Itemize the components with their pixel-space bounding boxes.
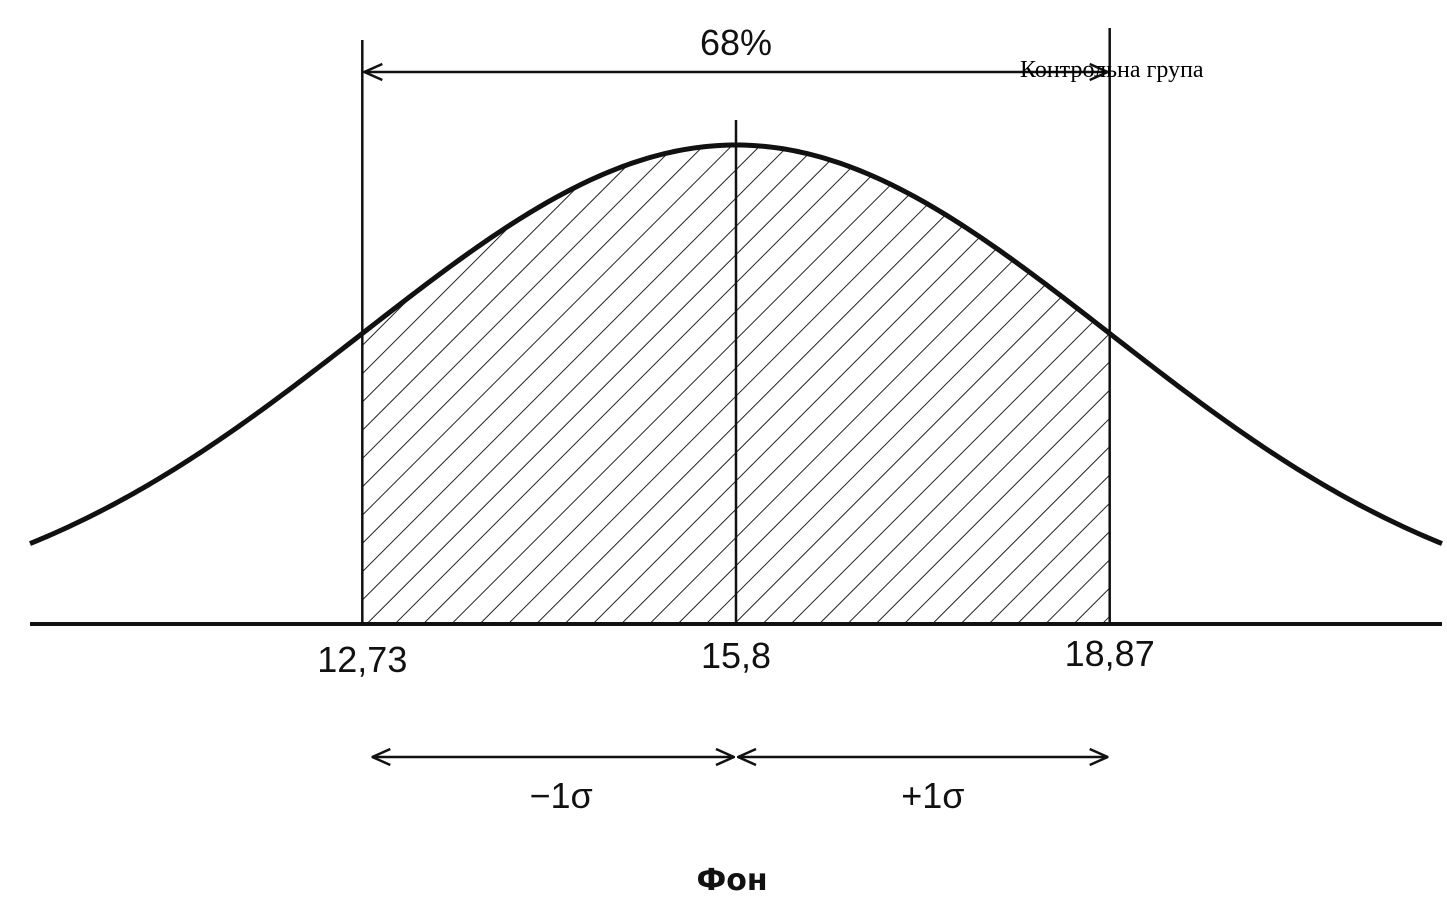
tick-label: 15,8	[701, 635, 771, 676]
minus-sigma-label: −1σ	[530, 775, 593, 816]
percent-label: 68%	[700, 22, 772, 63]
tick-label: 18,87	[1065, 633, 1155, 674]
tick-label: 12,73	[317, 639, 407, 680]
x-axis-label: Фон	[696, 863, 767, 898]
plus-sigma-label: +1σ	[901, 775, 964, 816]
chart-title: Контрольна група	[1020, 57, 1204, 83]
